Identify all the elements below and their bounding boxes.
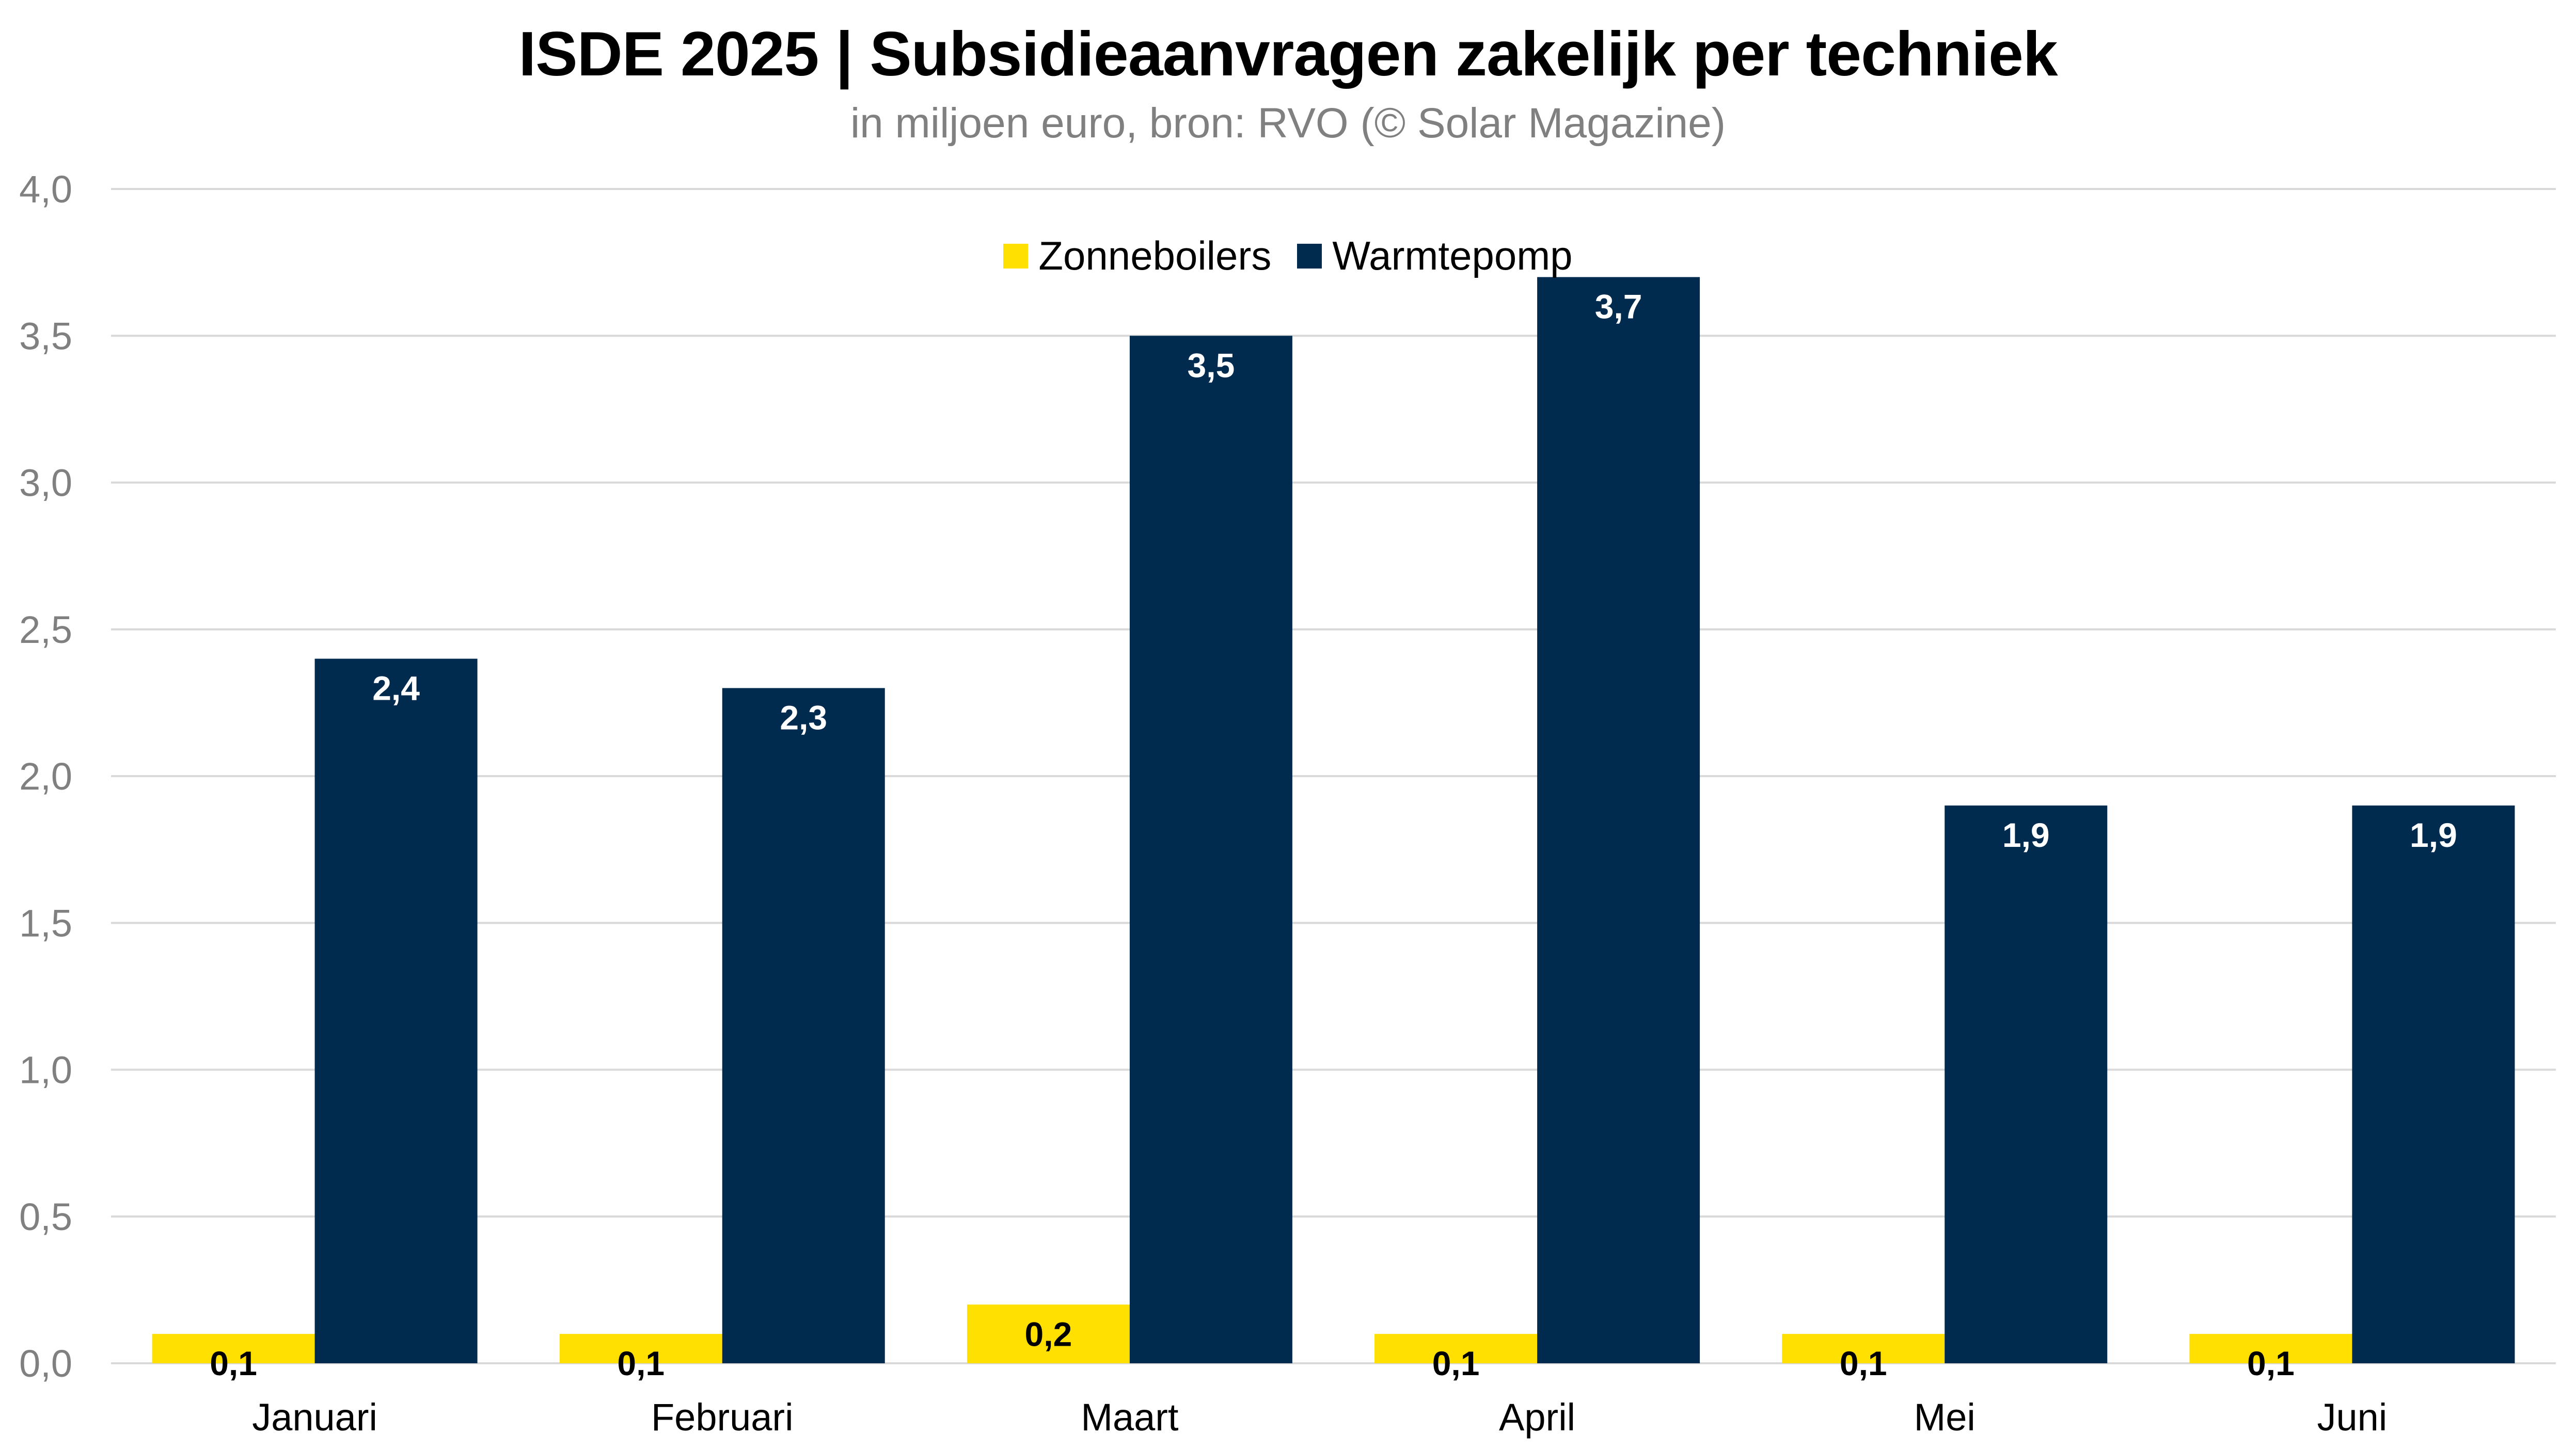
bar-zonneboilers [2189,1334,2352,1363]
y-tick-label: 0,5 [19,1195,72,1238]
bar-zonneboilers [967,1304,1130,1363]
data-label: 3,7 [1595,288,1642,326]
x-tick-label: Mei [1914,1396,1976,1439]
x-tick-label: April [1499,1396,1575,1439]
data-label: 0,2 [1025,1315,1072,1353]
data-labels: 0,1 2,4 0,1 2,3 0,2 3,5 0,1 3,7 0,1 1,9 0,1 1,9 [210,288,2457,1383]
data-label: 0,1 [210,1344,257,1382]
chart-subtitle: in miljoen euro, bron: RVO (© Solar Maga… [850,100,1726,147]
bar-warmtepomp [1945,805,2108,1363]
bars [152,277,2515,1363]
y-tick-label: 1,0 [19,1049,72,1092]
y-tick-label: 1,5 [19,902,72,944]
chart-title: ISDE 2025 | Subsidieaanvragen zakelijk p… [518,19,2058,89]
bar-zonneboilers [1374,1334,1538,1363]
legend-item-zonneboilers[interactable]: Zonneboilers [1003,232,1271,279]
data-label: 0,1 [1840,1344,1887,1382]
y-tick-label: 3,0 [19,462,72,505]
data-label: 2,3 [780,698,827,736]
bar-warmtepomp [2352,805,2515,1363]
bar-zonneboilers [559,1334,722,1363]
data-label: 0,1 [617,1344,665,1382]
bar-warmtepomp [722,688,885,1363]
x-tick-label: Februari [651,1396,794,1439]
legend-swatch-zonneboilers [1003,243,1029,269]
x-axis-tick-labels: Januari Februari Maart April Mei Juni [252,1396,2387,1439]
x-tick-label: Juni [2317,1396,2388,1439]
bar-warmtepomp [314,658,478,1363]
y-tick-label: 3,5 [19,314,72,357]
y-axis-tick-labels: 0,0 0,5 1,0 1,5 2,0 2,5 3,0 3,5 4,0 [19,168,72,1385]
data-label: 2,4 [372,669,420,707]
data-label: 1,9 [2410,816,2457,854]
bar-zonneboilers [1782,1334,1945,1363]
data-label: 0,1 [2247,1344,2295,1382]
legend-label-zonneboilers: Zonneboilers [1038,233,1272,278]
data-label: 0,1 [1432,1344,1480,1382]
y-tick-label: 0,0 [19,1342,72,1385]
bar-warmtepomp [1129,336,1292,1363]
legend-label-warmtepomp: Warmtepomp [1332,233,1573,278]
x-tick-label: Maart [1081,1396,1179,1439]
bar-zonneboilers [152,1334,315,1363]
x-tick-label: Januari [252,1396,377,1439]
legend-item-warmtepomp[interactable]: Warmtepomp [1297,232,1573,279]
y-tick-label: 2,5 [19,608,72,651]
y-tick-label: 4,0 [19,168,72,211]
chart-legend: Zonneboilers Warmtepomp [0,232,2576,279]
data-label: 3,5 [1188,346,1235,384]
bar-warmtepomp [1537,277,1700,1363]
legend-swatch-warmtepomp [1297,243,1322,269]
gridlines [111,188,2556,1364]
y-tick-label: 2,0 [19,755,72,798]
data-label: 1,9 [2002,816,2050,854]
